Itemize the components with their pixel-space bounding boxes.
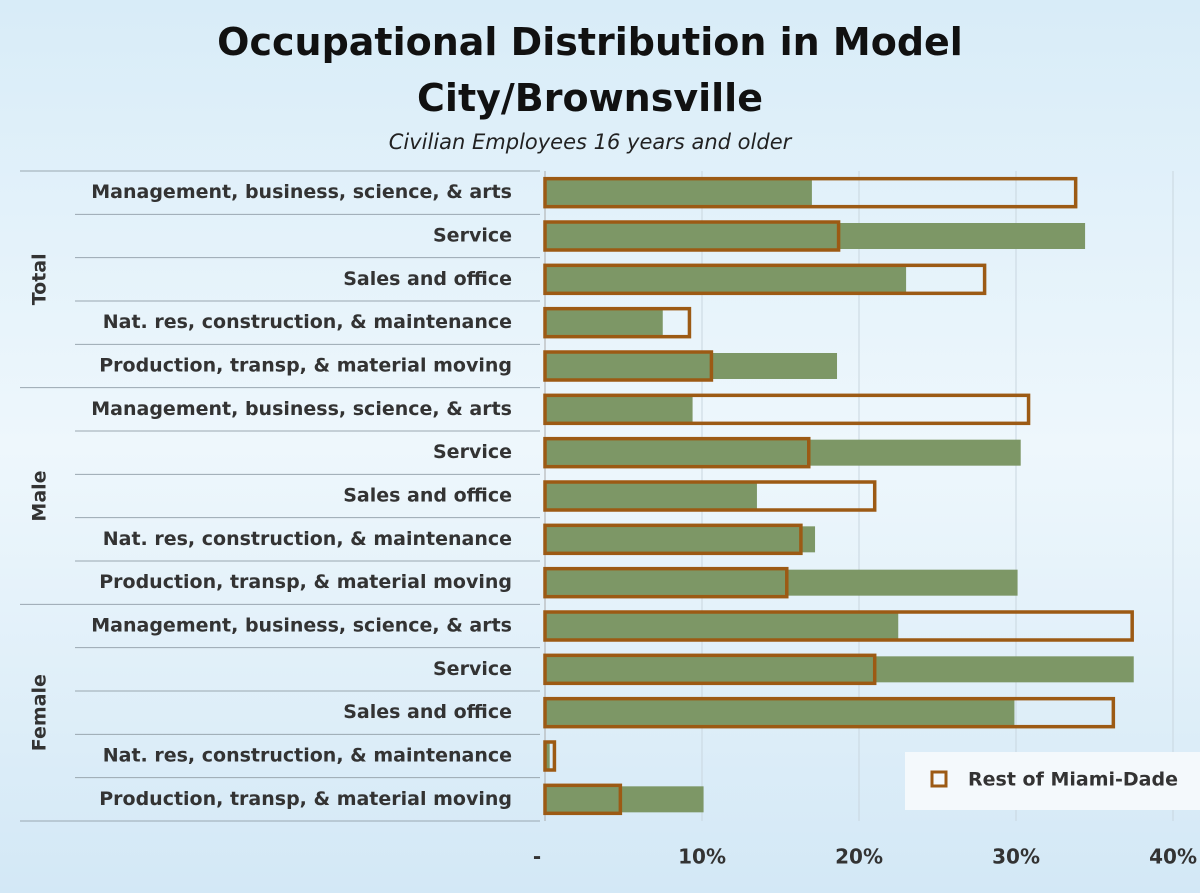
y-tick-label: Production, transp, & material moving bbox=[99, 788, 512, 810]
bar bbox=[545, 613, 899, 639]
chart-title: Occupational Distribution in Model City/… bbox=[217, 20, 963, 120]
y-tick-label: Nat. res, construction, & maintenance bbox=[103, 528, 512, 550]
bar bbox=[545, 483, 757, 509]
y-tick-label: Production, transp, & material moving bbox=[99, 355, 512, 377]
chart-subtitle: Civilian Employees 16 years and older bbox=[388, 130, 792, 154]
x-tick-label: 40% bbox=[1149, 845, 1197, 869]
bar bbox=[543, 783, 623, 816]
y-tick-label: Service bbox=[433, 658, 512, 680]
bar bbox=[543, 306, 692, 339]
bar bbox=[543, 220, 841, 252]
bar bbox=[545, 353, 838, 379]
bar bbox=[545, 656, 1134, 683]
bar bbox=[545, 526, 816, 553]
y-tick-label: Management, business, science, & arts bbox=[91, 398, 512, 420]
y-tick-label: Service bbox=[433, 441, 512, 463]
y-tick-label: Management, business, science, & arts bbox=[91, 615, 512, 637]
group-label: Female bbox=[29, 674, 51, 751]
bar bbox=[545, 743, 550, 769]
bar bbox=[545, 786, 704, 813]
x-tick-label: 30% bbox=[992, 845, 1040, 869]
bar bbox=[545, 396, 693, 423]
bar bbox=[545, 266, 907, 293]
y-tick-label: Sales and office bbox=[343, 268, 512, 290]
legend-marker bbox=[930, 770, 948, 788]
bar bbox=[543, 566, 789, 599]
bar bbox=[543, 480, 877, 512]
x-tick-label: 20% bbox=[835, 845, 883, 869]
y-tick-label: Service bbox=[433, 225, 512, 247]
bar bbox=[545, 569, 1018, 596]
y-tick-label: Management, business, science, & arts bbox=[91, 181, 512, 203]
y-tick-label: Production, transp, & material moving bbox=[99, 571, 512, 593]
bar bbox=[543, 610, 1134, 642]
bar bbox=[545, 309, 663, 336]
y-tick-label: Nat. res, construction, & maintenance bbox=[103, 745, 512, 767]
bar bbox=[545, 699, 1015, 726]
bar bbox=[545, 179, 812, 206]
legend-box bbox=[905, 752, 1200, 810]
y-tick-label: Sales and office bbox=[343, 701, 512, 723]
bar bbox=[543, 696, 1116, 729]
legend-label: Rest of Miami-Dade bbox=[968, 769, 1178, 791]
bar bbox=[543, 653, 877, 686]
bar bbox=[543, 436, 811, 469]
x-tick-label: - bbox=[533, 845, 541, 869]
bar bbox=[543, 523, 803, 556]
bar bbox=[543, 350, 714, 382]
bar bbox=[545, 439, 1021, 466]
bar bbox=[543, 263, 987, 296]
bar bbox=[543, 393, 1031, 426]
y-tick-label: Nat. res, construction, & maintenance bbox=[103, 311, 512, 333]
x-tick-label: 10% bbox=[678, 845, 726, 869]
group-label: Total bbox=[29, 253, 51, 305]
bar bbox=[543, 176, 1078, 209]
group-label: Male bbox=[29, 470, 51, 521]
bar bbox=[545, 223, 1086, 249]
bar bbox=[543, 740, 557, 772]
y-tick-label: Sales and office bbox=[343, 485, 512, 507]
